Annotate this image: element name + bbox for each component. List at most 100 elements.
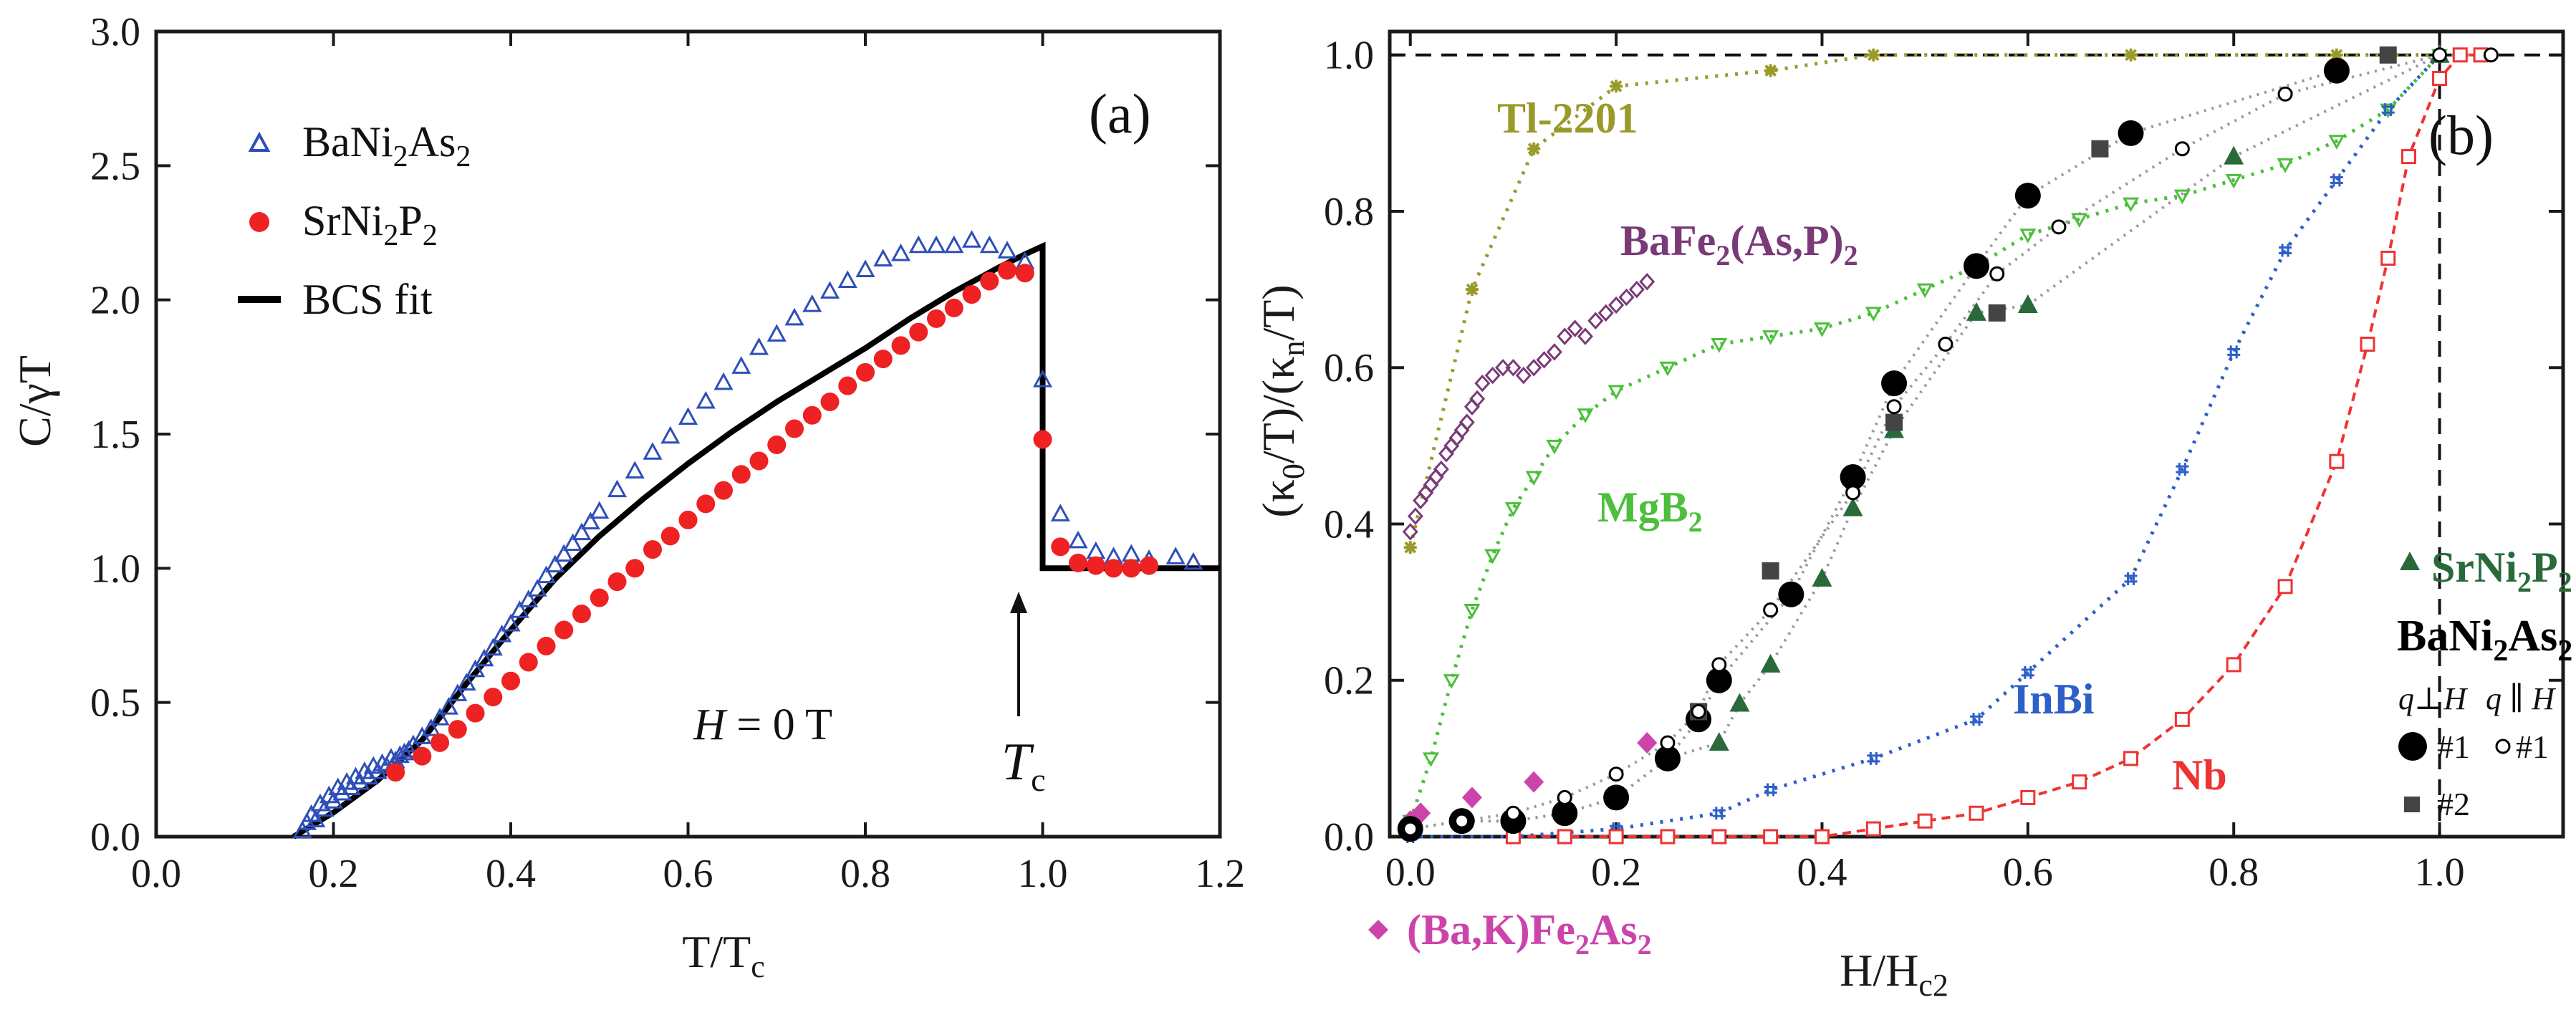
nb-point xyxy=(2226,657,2241,673)
mgb2-point xyxy=(2225,173,2242,189)
bani2as2-point xyxy=(749,337,769,355)
bafe2-as-p-2-point xyxy=(1495,359,1512,377)
mgb2-point xyxy=(1577,408,1594,423)
bani2as2-point xyxy=(802,294,822,312)
mgb2-point xyxy=(2071,213,2088,228)
annotation-tc: Tc xyxy=(1001,733,1046,798)
srni2p2-point xyxy=(519,653,538,672)
bani2as2-q-h-2-point xyxy=(1885,413,1903,431)
legend-marker-bakfe2as2 xyxy=(1368,920,1388,940)
srni2p2-point xyxy=(714,481,733,500)
panel-a-bcs-fit-layer xyxy=(292,241,1220,840)
bafe2-as-p-2-point xyxy=(1608,296,1625,314)
y-tick-label: 1.5 xyxy=(90,413,140,457)
y-tick-label: 0.6 xyxy=(1324,346,1374,390)
bani2as2-point xyxy=(474,648,494,667)
bani2as2-point xyxy=(766,324,787,342)
x-tick-label: 0.8 xyxy=(2209,850,2259,895)
nb-point xyxy=(2452,47,2468,63)
bani2as2-q-h-1-point xyxy=(1778,581,1804,607)
mgb2-point xyxy=(1762,330,1779,345)
bani2as2-q-h-1-point xyxy=(1403,821,1418,837)
nb-line xyxy=(1513,53,2481,838)
bani2as2-point xyxy=(944,235,964,254)
x-tick-label: 0.2 xyxy=(1591,850,1641,895)
x-tick-label: 0.6 xyxy=(2003,850,2053,895)
label-bafe2asp2: BaFe2(As,P)2 xyxy=(1620,217,1858,271)
bani2as2-q-h-1-point xyxy=(1886,399,1902,415)
x-tick-label: 0.4 xyxy=(486,852,536,896)
bani2as2-point xyxy=(908,235,928,254)
srni2p2-point xyxy=(927,309,946,328)
nb-point xyxy=(2277,579,2293,595)
x-tick-label: 0.8 xyxy=(840,852,890,896)
bani2as2-point xyxy=(350,771,370,790)
bani2as2-point xyxy=(1050,504,1070,521)
y-tick-label: 3.0 xyxy=(90,10,140,54)
inbi-point xyxy=(2176,463,2189,476)
nb-point xyxy=(1763,829,1779,845)
srni2p2-point xyxy=(1069,553,1087,572)
bani2as2-point xyxy=(456,673,476,691)
panel-a-label: (a) xyxy=(1089,82,1151,145)
bani2as2-q-h-1-point xyxy=(1557,789,1572,805)
panel-a-ylabel: C/γT xyxy=(9,355,60,447)
tc-arrowhead xyxy=(1010,592,1027,613)
nb-point xyxy=(1660,829,1676,845)
inbi-line xyxy=(1410,53,2441,839)
y-tick-label: 0.8 xyxy=(1324,190,1374,234)
inbi-point xyxy=(1712,807,1726,820)
panel-a-ticks: 0.0 0.2 0.4 0.6 0.8 1.0 1.2 0.0 0.5 1.0 1.5 2.0 2.5 3… xyxy=(90,10,1245,896)
srni2p2-point xyxy=(1122,559,1141,578)
tl-2201-point xyxy=(2124,48,2138,62)
bafe2-as-p-2-point xyxy=(1587,312,1604,330)
bani2as2-point xyxy=(855,259,875,277)
inbi-point xyxy=(2381,103,2395,117)
bani2as2-q-h-1-point xyxy=(2051,219,2067,235)
bani2as2-q-h-1-point xyxy=(1711,657,1727,673)
bani2as2-point xyxy=(545,554,565,573)
srni2p2-point xyxy=(820,393,840,412)
x-tick-label: 0.0 xyxy=(131,852,181,896)
srni2p2-point xyxy=(1033,430,1052,449)
x-tick-label: 1.0 xyxy=(1018,852,1068,896)
y-tick-label: 2.0 xyxy=(90,279,140,323)
inbi-point xyxy=(1610,822,1623,836)
tl-2201-point xyxy=(1764,64,1777,77)
srni2p2-point xyxy=(1086,556,1105,575)
legend-label-bcs-fit: BCS fit xyxy=(302,276,433,323)
mgb2-point xyxy=(1422,752,1440,767)
bafe2-as-p-2-point xyxy=(1618,288,1635,307)
panel-b-reference-lines xyxy=(1390,32,2563,837)
bani2as2-q-h-1-point xyxy=(1881,370,1908,397)
bani2as2-point xyxy=(1166,547,1186,564)
inbi-point xyxy=(2279,244,2292,257)
bani2as2-point xyxy=(1068,530,1088,549)
srni2p2-point xyxy=(660,526,680,546)
mgb2-point xyxy=(1659,361,1676,377)
srni2p2-point xyxy=(856,362,875,382)
srni2p2-point xyxy=(572,605,591,624)
panel-a-bani2as2-layer xyxy=(292,230,1203,839)
srni2p2-point xyxy=(466,703,485,723)
srni2p2-point xyxy=(607,572,627,592)
bani2as2-q-h-1-point xyxy=(1654,745,1681,771)
srni2p2-point xyxy=(944,298,963,317)
panel-b-ylabel: (κ0/T)/(κn/T) xyxy=(1253,284,1311,517)
bani2as2-point xyxy=(820,281,840,299)
ba-k-fe2as2-point xyxy=(1524,771,1544,793)
panel-a-srni2p2-layer xyxy=(386,261,1158,782)
label-tl2201: Tl-2201 xyxy=(1497,95,1638,142)
y-tick-label: 0.0 xyxy=(1324,815,1374,860)
srni2p2-point xyxy=(696,494,716,514)
bafe2-as-p-2-point xyxy=(1557,327,1573,345)
y-tick-label: 2.5 xyxy=(90,144,140,188)
nb-point xyxy=(2360,337,2375,352)
bani2as2-point xyxy=(1183,552,1203,570)
bafe2-as-p-2-point xyxy=(1505,359,1522,377)
srni2p2-point xyxy=(980,271,999,291)
bafe2-as-p-2-point xyxy=(1433,460,1449,478)
y-tick-label: 0.0 xyxy=(90,815,140,860)
bani2as2-point xyxy=(399,739,419,758)
